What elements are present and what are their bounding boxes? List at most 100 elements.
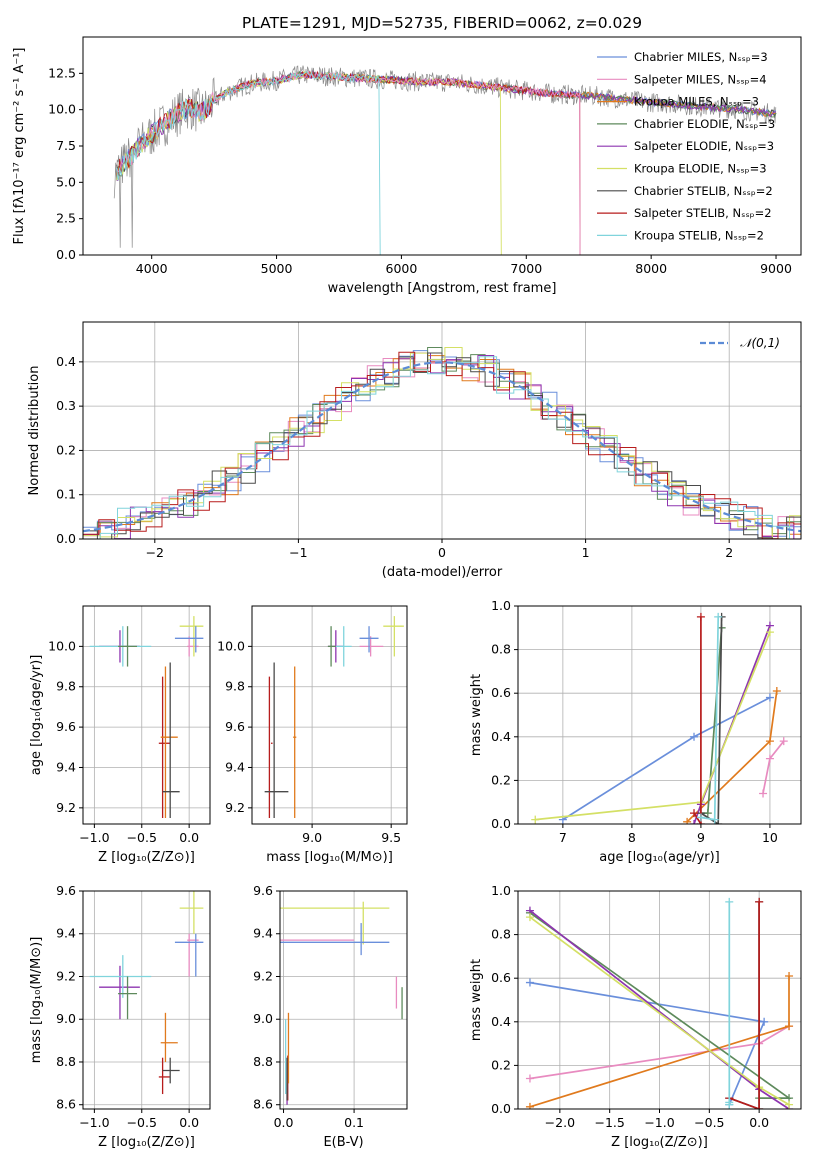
plot-area (89, 616, 204, 818)
x-axis-label: wavelength [Angstrom, rest frame] (328, 281, 557, 296)
y-tick-label: 1.0 (491, 598, 511, 613)
x-tick-label: −0.5 (127, 1115, 157, 1130)
residual-histogram-2 (83, 355, 801, 539)
x-tick-label: 7 (559, 830, 567, 845)
ssp-marker (525, 978, 534, 987)
residual-histogram-panel: −2 −1 0 1 2 0.0 0.1 0.2 0.3 0.4 (data-model)/error… (27, 321, 802, 580)
mass-vs-extinction-panel: 0.0 0.1 8.6 8.8 9.0 9.2 9.4 9.6 E(B-V) (253, 883, 408, 1150)
y-tick-label: 10.0 (217, 638, 245, 653)
ssp-marker (690, 732, 699, 741)
y-axis-label: mass [log₁₀(M/M⊙)] (29, 937, 44, 1064)
residual-histogram-7 (83, 351, 801, 539)
ssp-marker (696, 612, 705, 621)
ssp-marker (714, 612, 723, 621)
y-tick-label: 9.0 (253, 1011, 273, 1026)
ssp-marker (765, 754, 774, 763)
y-tick-label: 9.8 (225, 679, 245, 694)
plot-area (113, 65, 777, 255)
plot-area (89, 891, 204, 1095)
legend-entry: Kroupa ELODIE, Nₛₛₚ=3 (634, 162, 767, 176)
y-tick-label: 9.4 (253, 926, 273, 941)
weight-vs-age-panel: 7 8 9 10 0.0 0.2 0.4 0.6 0.8 1.0 age [log₁₀(age/yr… (469, 598, 802, 865)
y-tick-label: 5.0 (56, 174, 76, 189)
y-tick-label: 8.6 (56, 1097, 76, 1112)
model-spectrum-5 (116, 71, 502, 255)
legend-entry: Chabrier MILES, Nₛₛₚ=3 (634, 50, 768, 64)
ssp-marker (785, 1022, 794, 1031)
model-spectrum-1 (116, 70, 581, 255)
plot-area (531, 612, 788, 824)
x-tick-label: 6000 (386, 261, 418, 276)
x-tick-label: 9 (697, 830, 705, 845)
plot-area (280, 901, 403, 1105)
y-tick-label: 0.2 (491, 772, 511, 787)
axes-frame (82, 890, 211, 1110)
legend-entry: Salpeter STELIB, Nₛₛₚ=2 (634, 206, 772, 220)
plot-area (83, 347, 801, 539)
age-vs-mass-panel: 9.0 9.5 9.2 9.4 9.6 9.8 10.0 mass [log₁₀(M/M⊙)] (217, 605, 408, 865)
y-tick-label: 0.4 (56, 354, 76, 369)
ssp-marker (531, 815, 540, 824)
x-tick-label: 10 (762, 830, 778, 845)
x-tick-label: 0.0 (749, 1115, 769, 1130)
y-tick-label: 9.6 (253, 883, 273, 898)
x-tick-label: −1.0 (644, 1115, 674, 1130)
x-tick-label: −2 (146, 545, 164, 560)
y-tick-label: 1.0 (491, 883, 511, 898)
y-tick-label: 8.6 (253, 1097, 273, 1112)
model-spectrum-8 (116, 70, 381, 255)
ssp-line-0 (562, 696, 771, 821)
ssp-marker (690, 820, 699, 824)
y-tick-label: 9.6 (56, 719, 76, 734)
ssp-line-1 (762, 740, 785, 794)
x-tick-label: −1.0 (79, 1115, 109, 1130)
plot-area (264, 616, 404, 818)
y-tick-label: 9.2 (225, 800, 245, 815)
x-tick-label: 0.0 (274, 1115, 294, 1130)
ssp-marker (525, 1102, 534, 1109)
ssp-marker (725, 897, 734, 906)
legend-entry: Kroupa STELIB, Nₛₛₚ=2 (634, 228, 764, 242)
x-tick-label: −0.5 (694, 1115, 724, 1130)
y-tick-label: 0.0 (56, 531, 76, 546)
normal-curve (83, 361, 801, 533)
x-tick-label: 9000 (760, 261, 792, 276)
observed-spectrum (113, 65, 777, 248)
ssp-marker (755, 897, 764, 906)
x-tick-label: 9.5 (381, 830, 401, 845)
ssp-marker (760, 1017, 769, 1026)
x-tick-label: 0.0 (179, 1115, 199, 1130)
ssp-line-5 (535, 631, 771, 821)
ssp-marker (759, 789, 768, 798)
y-tick-label: 0.6 (491, 970, 511, 985)
x-axis-label: E(B-V) (323, 1135, 363, 1150)
x-tick-label: −2.0 (545, 1115, 575, 1130)
ssp-marker (785, 1100, 794, 1109)
y-tick-label: 0.8 (491, 927, 511, 942)
axes-frame (517, 605, 802, 825)
x-tick-label: 2 (725, 545, 733, 560)
y-tick-label: 0.0 (491, 1101, 511, 1116)
ssp-marker (690, 809, 699, 818)
weight-vs-metallicity-panel: −2.0 −1.5 −1.0 −0.5 0.0 0.0 0.2 0.4 0.6 0.8 1.0 Z [… (469, 883, 802, 1150)
y-tick-label: 0.6 (491, 685, 511, 700)
y-tick-label: 0.0 (491, 816, 511, 831)
y-tick-label: 0.3 (56, 398, 76, 413)
x-tick-label: 0.1 (344, 1115, 364, 1130)
y-tick-label: 0.4 (491, 729, 511, 744)
y-tick-label: 12.5 (48, 65, 76, 80)
y-tick-label: 7.5 (56, 138, 76, 153)
y-tick-label: 9.4 (225, 759, 245, 774)
y-tick-label: 0.2 (491, 1057, 511, 1072)
y-tick-label: 9.2 (56, 800, 76, 815)
residual-histogram-5 (83, 347, 801, 539)
y-tick-label: 10.0 (48, 638, 76, 653)
x-axis-label: Z [log₁₀(Z/Z⊙)] (98, 1135, 195, 1150)
ssp-marker (725, 1100, 734, 1109)
ssp-marker (525, 1074, 534, 1083)
ssp-marker (765, 628, 774, 637)
axes-frame (251, 605, 408, 825)
ssp-marker (683, 817, 692, 824)
x-tick-label: 0.0 (179, 830, 199, 845)
y-axis-label: Flux [fλ10⁻¹⁷ erg cm⁻² s⁻¹ A⁻¹] (12, 48, 27, 245)
